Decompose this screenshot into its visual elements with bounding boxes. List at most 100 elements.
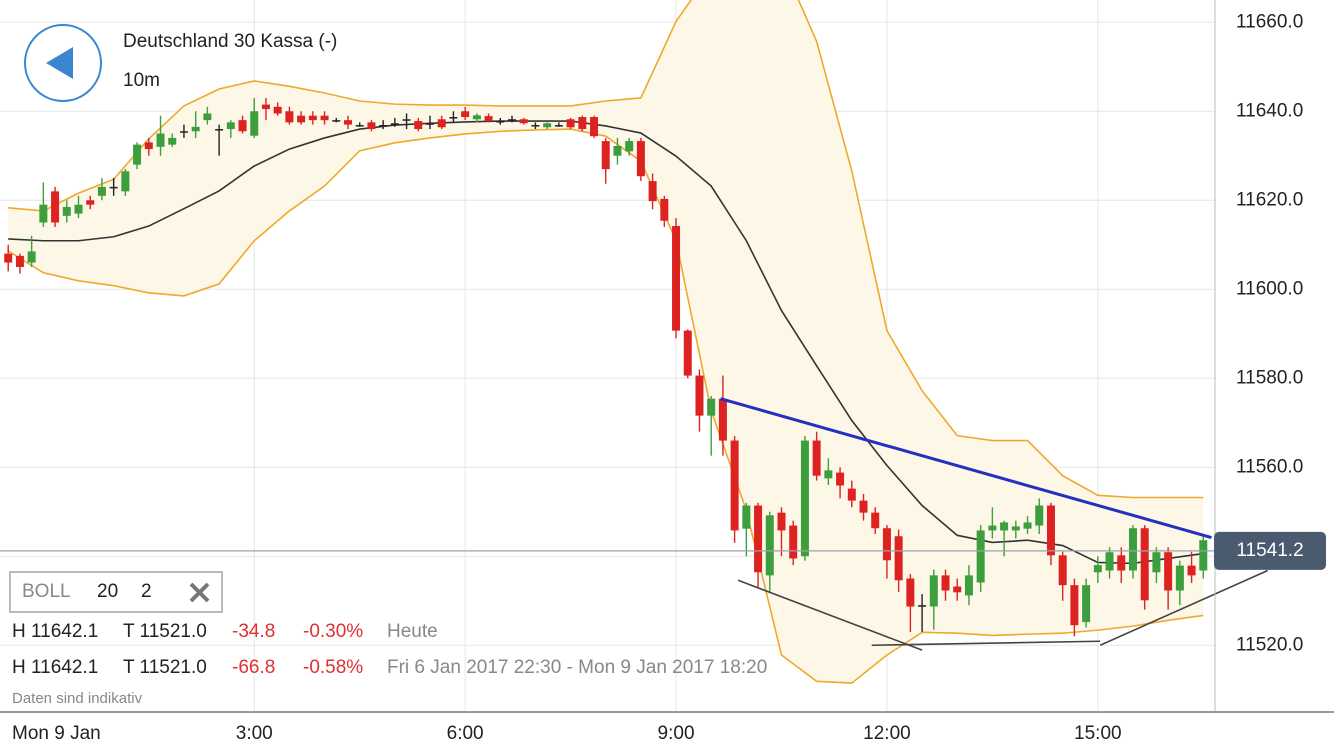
candle-body (472, 115, 481, 120)
candle-body (215, 129, 224, 131)
y-tick-label: 11580.0 (1236, 367, 1303, 388)
candle-body (1128, 528, 1137, 571)
candle-body (308, 115, 317, 121)
candle-body (332, 120, 341, 122)
candle-body (683, 330, 692, 376)
candle-body (1164, 552, 1173, 591)
candle-body (590, 117, 599, 137)
candle-body (800, 440, 809, 557)
candle-body (402, 119, 411, 121)
candle-body (836, 472, 845, 486)
candle-body (906, 578, 915, 607)
candle-body (4, 253, 13, 263)
candle-body (1023, 522, 1032, 529)
candle-body (918, 605, 927, 607)
indicator-deviation: 2 (141, 581, 152, 602)
candle-body (1093, 565, 1102, 573)
candle-body (707, 398, 716, 416)
indicator-period: 20 (97, 581, 118, 602)
candle-body (754, 505, 763, 573)
candle-body (461, 111, 470, 118)
candle-body (953, 586, 962, 593)
candle-body (812, 440, 821, 476)
candle-body (179, 131, 188, 133)
stat-high: H 11642.1 (12, 621, 98, 642)
indicator-box[interactable]: BOLL 20 2 (9, 571, 223, 613)
candle-body (156, 133, 165, 147)
candle-body (578, 117, 587, 130)
y-tick-label: 11620.0 (1236, 189, 1303, 210)
candle-body (226, 122, 235, 130)
candle-body (86, 200, 95, 205)
candle-body (1058, 555, 1067, 586)
last-price-label: 11541.2 (1236, 540, 1303, 561)
candle-body (109, 186, 118, 189)
candle-body (636, 141, 645, 177)
indicator-frame[interactable] (9, 571, 223, 613)
subtitle: 10m (123, 70, 160, 91)
indicator-name: BOLL (22, 581, 71, 602)
stat-low: T 11521.0 (123, 621, 207, 642)
candle-body (847, 488, 856, 501)
candle-body (273, 106, 282, 114)
candle-body (871, 512, 880, 529)
x-tick-label: 12:00 (863, 723, 911, 744)
candle-body (51, 191, 60, 223)
candle-body (882, 528, 891, 561)
candle-body (1070, 585, 1079, 626)
candle-body (777, 512, 786, 531)
candle-body (554, 125, 563, 127)
y-tick-label: 11660.0 (1236, 11, 1303, 32)
candle-body (672, 226, 681, 331)
candle-body (484, 116, 493, 122)
candles (4, 97, 1208, 637)
candle-body (894, 536, 903, 581)
candle-body (191, 126, 200, 132)
trend-lines (720, 397, 1269, 651)
candle-body (39, 204, 48, 223)
candle-body (824, 470, 833, 479)
candle-body (1011, 526, 1020, 531)
x-tick-label: 9:00 (658, 723, 695, 744)
stat-change-pct: -0.58% (303, 657, 363, 678)
candle-body (543, 123, 552, 128)
candle-body (964, 575, 973, 596)
candle-body (27, 251, 36, 263)
candle-body (74, 204, 83, 214)
candle-body (437, 119, 446, 128)
candle-body (133, 144, 142, 165)
x-tick-label: 6:00 (447, 723, 484, 744)
candle-body (941, 575, 950, 591)
candle-body (414, 121, 423, 130)
candle-body (625, 141, 634, 152)
candle-body (1035, 505, 1044, 526)
candle-body (355, 125, 364, 127)
candle-body (238, 120, 247, 132)
candle-body (367, 122, 376, 130)
candle-body (929, 575, 938, 607)
stat-change-pct: -0.30% (303, 621, 363, 642)
candle-body (343, 120, 352, 125)
candle-body (1199, 540, 1208, 571)
candle-body (1152, 552, 1161, 573)
candle-body (297, 115, 306, 123)
back-button[interactable] (24, 24, 102, 102)
stat-high: H 11642.1 (12, 657, 98, 678)
candle-body (601, 141, 610, 170)
candle-body (144, 142, 153, 150)
candle-body (1187, 565, 1196, 576)
candle-body (1117, 555, 1126, 571)
trend-line (720, 397, 1212, 540)
candle-body (859, 500, 868, 513)
candle-body (519, 119, 528, 124)
candle-body (285, 111, 294, 123)
stat-change: -34.8 (232, 621, 275, 642)
candle-body (976, 530, 985, 583)
candle-body (508, 119, 517, 121)
remove-indicator[interactable] (189, 582, 210, 603)
stat-change: -66.8 (232, 657, 275, 678)
back-arrow[interactable] (46, 47, 73, 79)
candle-body (695, 375, 704, 416)
last-price-box (1214, 531, 1326, 570)
candle-body (203, 113, 212, 121)
